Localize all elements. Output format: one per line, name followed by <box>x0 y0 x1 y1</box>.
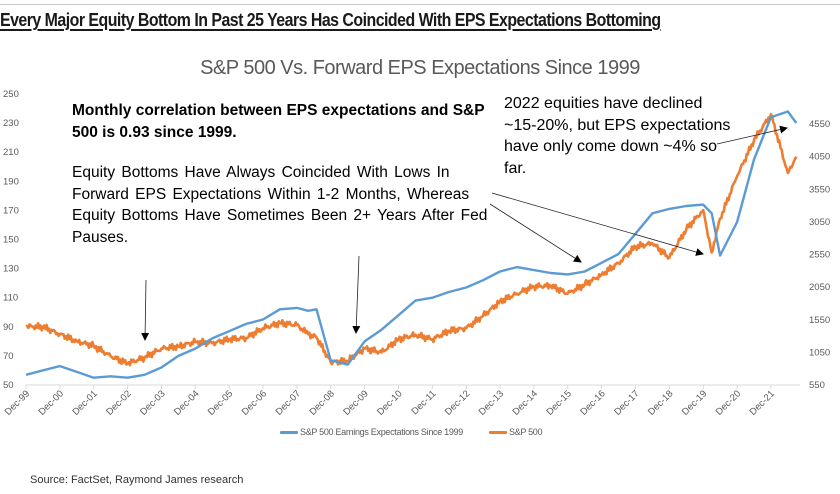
y-left-tick-label: 90 <box>3 322 14 333</box>
correlation-annotation: Monthly correlation between EPS expectat… <box>72 100 485 143</box>
x-tick-label: Dec-12 <box>443 388 472 417</box>
annotation-line: Equity Bottoms Have Sometimes Been 2+ Ye… <box>72 207 488 224</box>
y-right-tick-label: 1550 <box>809 315 830 326</box>
x-tick-label: Dec-03 <box>138 388 167 417</box>
headline: Every Major Equity Bottom In Past 25 Yea… <box>0 9 661 30</box>
top-rule <box>0 4 840 5</box>
y-left-tick-label: 210 <box>3 147 19 158</box>
x-tick-label: Dec-00 <box>37 388 66 417</box>
annotation-line: Monthly correlation between EPS expectat… <box>72 102 485 119</box>
x-tick-label: Dec-21 <box>748 388 777 417</box>
annotation-arrows <box>141 125 788 341</box>
y-left-tick-label: 170 <box>3 205 19 216</box>
x-tick-label: Dec-14 <box>511 388 540 417</box>
series-layer <box>25 110 798 379</box>
arrow-2022-decline <box>716 125 788 145</box>
y-right-tick-label: 4550 <box>809 119 830 130</box>
arrow-2009-bottom <box>352 255 361 334</box>
arrow-2020-bottom <box>491 192 704 256</box>
legend-swatch-eps <box>280 430 298 434</box>
x-tick-label: Dec-18 <box>646 388 675 417</box>
x-axis-ticks: Dec-99 Dec-00 Dec-01 Dec-02 Dec-03 Dec-04 Dec-… <box>3 385 777 418</box>
y-left-tick-label: 250 <box>3 89 19 100</box>
x-tick-label: Dec-06 <box>240 388 269 417</box>
x-tick-label: Dec-13 <box>477 388 506 417</box>
x-tick-label: Dec-17 <box>612 388 641 417</box>
chart-legend: S&P 500 Earnings Expectations Since 1999… <box>280 427 568 437</box>
x-tick-label: Dec-99 <box>3 388 32 417</box>
y-left-tick-label: 130 <box>3 264 19 275</box>
y-left-tick-label: 70 <box>3 351 14 362</box>
y-left-tick-label: 190 <box>3 176 19 187</box>
y-axis-right-ticks: 550 1050 1550 2050 2550 3050 3550 4050 4550 <box>809 119 830 391</box>
x-tick-label: Dec-08 <box>307 388 336 417</box>
legend-item-eps: S&P 500 Earnings Expectations Since 1999 <box>280 427 463 437</box>
x-tick-label: Dec-20 <box>714 388 743 417</box>
source-note: Source: FactSet, Raymond James research <box>30 474 244 486</box>
y-right-tick-label: 4050 <box>809 152 830 163</box>
x-tick-label: Dec-11 <box>410 388 439 417</box>
x-tick-label: Dec-07 <box>274 388 303 417</box>
annotation-line: 2022 equities have declined <box>504 95 703 112</box>
legend-label-sp500: S&P 500 <box>508 427 543 437</box>
annotation-line: Forward EPS Expectations Within 1-2 Mont… <box>72 185 470 203</box>
y-left-tick-label: 110 <box>3 293 18 304</box>
y-right-tick-label: 3550 <box>809 184 830 195</box>
y-right-tick-label: 1050 <box>809 347 830 358</box>
x-tick-label: Dec-09 <box>341 388 370 417</box>
x-tick-label: Dec-04 <box>172 388 201 417</box>
x-tick-label: Dec-10 <box>375 388 404 417</box>
decline-2022-annotation: 2022 equities have declined ~15-20%, but… <box>504 93 730 179</box>
annotation-line: Pauses. <box>72 228 129 246</box>
chart-title: S&P 500 Vs. Forward EPS Expectations Sin… <box>200 57 640 79</box>
x-tick-label: Dec-02 <box>104 388 133 417</box>
x-tick-label: Dec-01 <box>70 388 99 417</box>
legend-label-eps: S&P 500 Earnings Expectations Since 1999 <box>300 427 463 437</box>
y-right-tick-label: 2550 <box>809 250 830 261</box>
y-right-tick-label: 3050 <box>809 217 830 228</box>
y-axis-left-ticks: 50 70 90 110 130 150 170 190 210 230 250 <box>3 89 19 391</box>
x-tick-label: Dec-19 <box>680 388 709 417</box>
annotation-line: far. <box>504 159 527 177</box>
y-left-tick-label: 230 <box>3 118 19 129</box>
series-line-eps-expectations <box>25 110 798 379</box>
annotation-line: ~15-20%, but EPS expectations <box>504 116 731 134</box>
annotation-line: 500 is 0.93 since 1999. <box>72 123 237 141</box>
x-tick-label: Dec-15 <box>544 388 573 417</box>
y-right-tick-label: 550 <box>809 380 825 391</box>
y-right-tick-label: 2050 <box>809 282 830 293</box>
x-tick-label: Dec-05 <box>206 388 235 417</box>
y-left-tick-label: 150 <box>3 235 19 246</box>
legend-item-sp500: S&P 500 <box>488 427 543 437</box>
y-left-tick-label: 50 <box>3 380 14 391</box>
arrow-2003-bottom <box>141 279 150 341</box>
x-tick-label: Dec-16 <box>578 388 607 417</box>
arrow-2016-bottom <box>489 203 582 263</box>
annotation-line: Equity Bottoms Have Always Coincided Wit… <box>72 164 450 181</box>
legend-swatch-sp500 <box>488 430 507 434</box>
series-line-sp500 <box>25 112 798 367</box>
bottoms-annotation: Equity Bottoms Have Always Coincided Wit… <box>72 162 487 248</box>
annotation-line: have only come down ~4% so <box>504 138 718 155</box>
